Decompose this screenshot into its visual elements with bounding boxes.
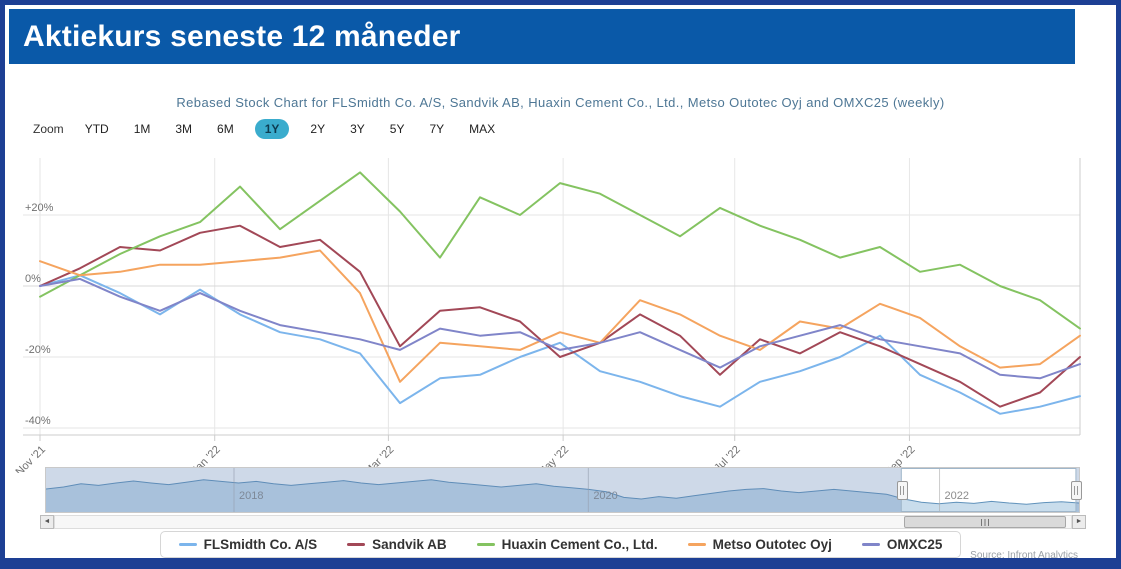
series-line-omxc25[interactable] — [39, 277, 1081, 380]
source-credit: Source: Infront Analytics — [970, 550, 1078, 561]
main-chart: Nov '21 Jan '22 Mar '22 May '22 Jul '22 Sep '… — [14, 158, 1081, 473]
legend-marker-icon — [687, 543, 706, 546]
zoom-button-6m[interactable]: 6M — [217, 122, 234, 136]
legend-label: OMXC25 — [886, 537, 943, 552]
scrollbar[interactable]: ◄ ► — [40, 515, 1086, 529]
legend-label: Sandvik AB — [372, 537, 447, 552]
series-line-metso-outotec-oyj[interactable] — [39, 249, 1081, 383]
scrollbar-left-arrow-icon[interactable]: ◄ — [40, 515, 54, 529]
zoom-row: Zoom YTD 1M 3M 6M 1Y 2Y 3Y 5Y 7Y MAX — [33, 119, 499, 139]
zoom-button-3y[interactable]: 3Y — [350, 122, 365, 136]
series-line-sandvik-ab[interactable] — [39, 224, 1081, 408]
zoom-label: Zoom — [33, 122, 64, 136]
legend-marker-icon — [347, 543, 366, 546]
chart-title: Rebased Stock Chart for FLSmidth Co. A/S… — [176, 95, 945, 110]
navigator-chart: 2018 2020 2022 — [46, 468, 1079, 512]
y-axis-label: +20% — [25, 202, 54, 214]
page-title: Aktiekurs seneste 12 måneder — [23, 20, 461, 53]
legend-label: Huaxin Cement Co., Ltd. — [501, 537, 658, 552]
zoom-button-2y[interactable]: 2Y — [310, 122, 326, 136]
zoom-button-7y[interactable]: 7Y — [429, 122, 445, 136]
bottom-accent-bar — [5, 558, 1116, 564]
legend-item-omxc25[interactable]: OMXC25 — [861, 537, 943, 552]
zoom-button-5y[interactable]: 5Y — [389, 122, 405, 136]
legend-marker-icon — [178, 543, 197, 546]
zoom-button-ytd[interactable]: YTD — [84, 122, 109, 136]
series-line-huaxin-cement-co-ltd[interactable] — [39, 171, 1081, 330]
navigator-handle-left[interactable] — [897, 481, 909, 500]
legend-item-flsmidth-co-a-s[interactable]: FLSmidth Co. A/S — [178, 537, 318, 552]
legend-label: FLSmidth Co. A/S — [203, 537, 318, 552]
legend-item-huaxin-cement-co-ltd[interactable]: Huaxin Cement Co., Ltd. — [476, 537, 658, 552]
zoom-button-max[interactable]: MAX — [469, 122, 496, 136]
series-line-flsmidth-co-a-s[interactable] — [39, 274, 1081, 415]
scrollbar-thumb[interactable] — [904, 516, 1066, 528]
navigator-year-label: 2018 — [239, 490, 263, 502]
scrollbar-right-arrow-icon[interactable]: ► — [1072, 515, 1086, 529]
y-axis-label: 0% — [25, 273, 41, 285]
scrollbar-track[interactable] — [54, 515, 1072, 529]
y-axis-label: -40% — [25, 415, 51, 427]
legend-item-metso-outotec-oyj[interactable]: Metso Outotec Oyj — [687, 537, 832, 552]
navigator-handle-right[interactable] — [1070, 481, 1082, 500]
navigator[interactable]: 2018 2020 2022 — [45, 467, 1082, 513]
legend-marker-icon — [861, 543, 880, 546]
zoom-button-1y[interactable]: 1Y — [254, 119, 290, 139]
x-axis-label: Nov '21 — [14, 444, 49, 473]
zoom-button-3m[interactable]: 3M — [175, 122, 193, 136]
navigator-year-label: 2020 — [593, 490, 617, 502]
zoom-button-1m[interactable]: 1M — [133, 122, 151, 136]
navigator-mask-left — [46, 468, 902, 512]
legend: FLSmidth Co. A/S Sandvik AB Huaxin Cement … — [5, 531, 1116, 558]
legend-item-sandvik-ab[interactable]: Sandvik AB — [347, 537, 447, 552]
legend-marker-icon — [476, 543, 495, 546]
page-title-banner: Aktiekurs seneste 12 måneder — [9, 9, 1075, 64]
legend-label: Metso Outotec Oyj — [712, 537, 832, 552]
y-axis-label: -20% — [25, 344, 51, 356]
legend-box: FLSmidth Co. A/S Sandvik AB Huaxin Cement … — [159, 531, 962, 558]
navigator-area — [46, 479, 1079, 512]
zoom-buttons: YTD 1M 3M 6M 1Y 2Y 3Y 5Y 7Y MAX — [81, 119, 499, 139]
navigator-year-label: 2022 — [945, 490, 969, 502]
